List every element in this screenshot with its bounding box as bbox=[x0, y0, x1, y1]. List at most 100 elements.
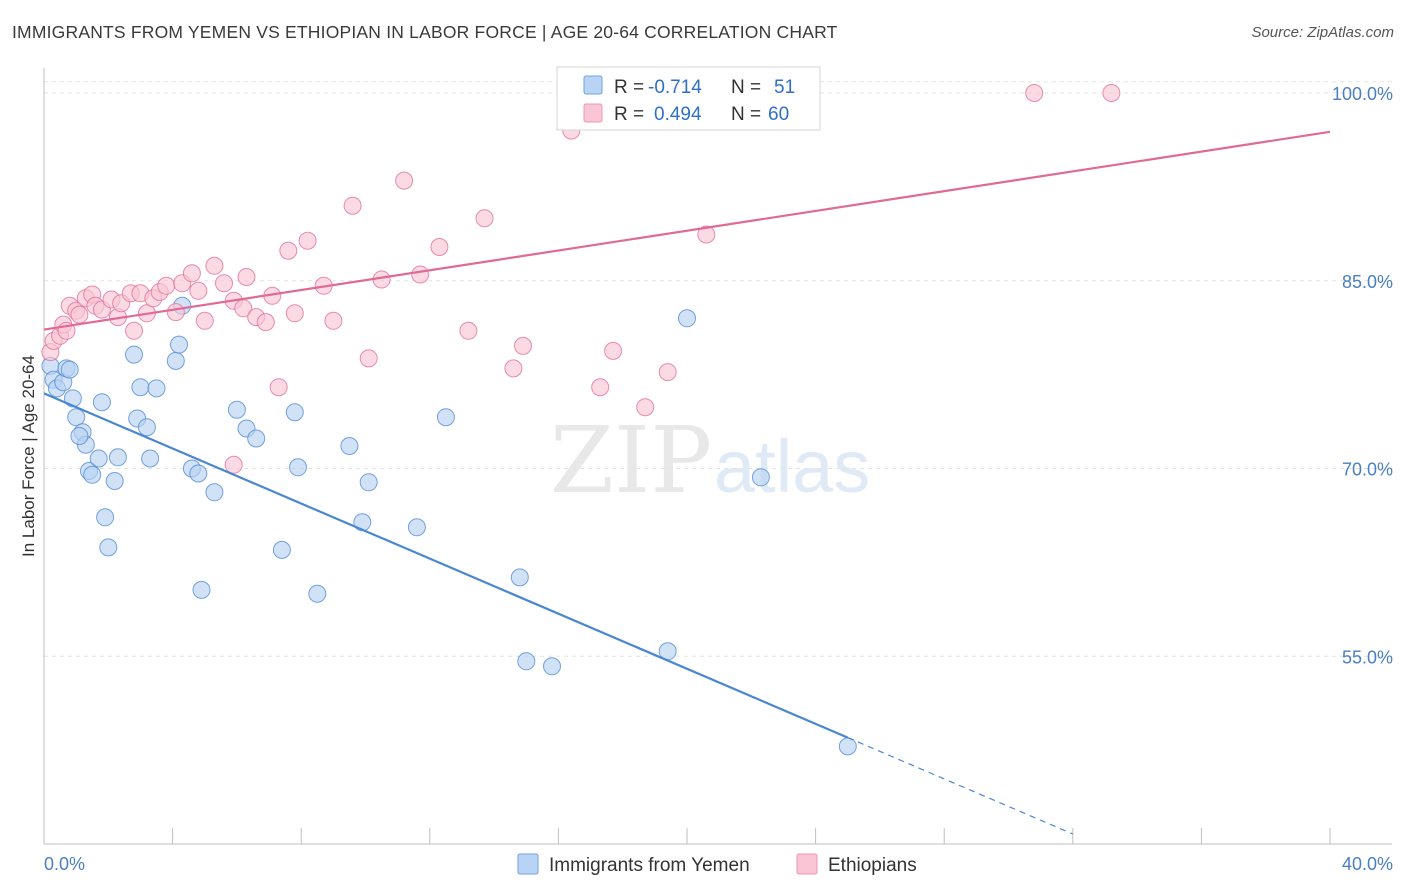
point-yemen bbox=[99, 538, 118, 557]
point-ethiopians bbox=[411, 265, 430, 284]
point-ethiopians bbox=[514, 336, 532, 355]
legend-swatch-ethiopians bbox=[583, 103, 603, 123]
legend-r-value-2: 0.494 bbox=[654, 104, 702, 125]
point-yemen bbox=[70, 427, 89, 445]
series-legend-label-ethiopians: Ethiopians bbox=[828, 855, 917, 876]
point-yemen bbox=[131, 378, 150, 397]
legend-r-label-1: R = bbox=[614, 77, 644, 98]
point-yemen bbox=[166, 351, 185, 370]
watermark-zip: ZIP bbox=[550, 407, 712, 514]
point-ethiopians bbox=[189, 281, 208, 300]
point-ethiopians bbox=[285, 304, 304, 323]
legend-n-value-2: 60 bbox=[768, 104, 789, 125]
legend-r-label-2: R = bbox=[614, 104, 644, 125]
point-ethiopians bbox=[1102, 84, 1121, 102]
point-ethiopians bbox=[125, 321, 143, 340]
point-ethiopians bbox=[269, 378, 288, 397]
trendline-ethiopians bbox=[43, 130, 1331, 331]
point-yemen bbox=[543, 657, 561, 676]
point-yemen bbox=[192, 580, 211, 599]
point-ethiopians bbox=[70, 305, 89, 324]
trendline-yemen-extension bbox=[847, 737, 1074, 835]
point-ethiopians bbox=[636, 398, 655, 417]
watermark: ZIP atlas bbox=[550, 407, 870, 514]
legend-r-value-1: -0.714 bbox=[648, 77, 702, 98]
y-tick-label: 70.0% bbox=[1342, 460, 1393, 480]
point-ethiopians bbox=[475, 209, 494, 228]
point-ethiopians bbox=[224, 455, 243, 474]
y-tick-label: 100.0% bbox=[1332, 84, 1393, 104]
point-yemen bbox=[751, 468, 770, 487]
series-points-0 bbox=[41, 296, 857, 756]
point-yemen bbox=[125, 345, 143, 364]
y-tick-label: 85.0% bbox=[1342, 272, 1393, 292]
trend-layer bbox=[43, 130, 1331, 835]
y-tick-labels: 55.0% 70.0% 85.0% 100.0% bbox=[1332, 84, 1393, 667]
point-yemen bbox=[308, 584, 327, 603]
point-yemen bbox=[147, 379, 166, 398]
point-ethiopians bbox=[430, 238, 449, 256]
point-yemen bbox=[289, 458, 307, 477]
point-yemen bbox=[108, 448, 127, 467]
correlation-legend: R = -0.714 N = 51 R = 0.494 N = 60 bbox=[556, 66, 821, 131]
point-ethiopians bbox=[504, 359, 523, 378]
point-ethiopians bbox=[324, 311, 343, 330]
point-yemen bbox=[83, 465, 102, 484]
legend-n-value-1: 51 bbox=[774, 77, 795, 98]
point-ethiopians bbox=[459, 321, 478, 340]
point-yemen bbox=[517, 652, 536, 671]
point-yemen bbox=[170, 335, 188, 354]
point-yemen bbox=[205, 483, 224, 502]
point-yemen bbox=[340, 437, 359, 455]
point-yemen bbox=[92, 393, 111, 412]
point-ethiopians bbox=[697, 225, 716, 244]
series-legend: Immigrants from Yemen Ethiopians bbox=[517, 853, 917, 876]
point-yemen bbox=[141, 449, 160, 468]
legend-n-label-1: N = bbox=[731, 77, 761, 98]
point-ethiopians bbox=[166, 303, 185, 322]
point-yemen bbox=[227, 400, 246, 419]
point-yemen bbox=[137, 418, 156, 437]
series-points-1 bbox=[41, 84, 1121, 474]
point-ethiopians bbox=[343, 196, 362, 215]
point-ethiopians bbox=[195, 311, 214, 330]
x-tick-labels: 0.0% 40.0% bbox=[44, 854, 1393, 874]
point-yemen bbox=[89, 449, 108, 468]
point-ethiopians bbox=[205, 256, 224, 275]
point-ethiopians bbox=[157, 276, 176, 295]
point-ethiopians bbox=[604, 341, 623, 360]
series-legend-swatch-ethiopians bbox=[796, 853, 818, 875]
legend-swatch-yemen bbox=[583, 75, 603, 95]
point-yemen bbox=[105, 472, 124, 490]
x-tick-label: 0.0% bbox=[44, 854, 85, 874]
point-ethiopians bbox=[1025, 84, 1044, 102]
point-yemen bbox=[407, 518, 426, 537]
point-ethiopians bbox=[591, 378, 610, 397]
series-legend-swatch-yemen bbox=[517, 853, 539, 875]
point-ethiopians bbox=[182, 264, 201, 283]
point-ethiopians bbox=[359, 349, 378, 368]
point-ethiopians bbox=[395, 171, 414, 190]
axis-layer bbox=[43, 68, 1392, 845]
point-yemen bbox=[510, 568, 529, 587]
point-yemen bbox=[60, 360, 79, 379]
point-ethiopians bbox=[658, 363, 677, 382]
x-tick-label: 40.0% bbox=[1342, 854, 1393, 874]
chart-title: IMMIGRANTS FROM YEMEN VS ETHIOPIAN IN LA… bbox=[12, 22, 838, 42]
point-yemen bbox=[838, 737, 857, 756]
trendline-yemen bbox=[43, 392, 849, 739]
point-ethiopians bbox=[256, 313, 275, 332]
point-yemen bbox=[272, 540, 291, 559]
y-axis-title: In Labor Force | Age 20-64 bbox=[19, 355, 38, 557]
point-yemen bbox=[359, 473, 378, 492]
y-tick-label: 55.0% bbox=[1342, 647, 1393, 667]
point-yemen bbox=[247, 429, 266, 448]
point-yemen bbox=[96, 508, 115, 527]
grid-layer bbox=[44, 81, 1392, 657]
point-ethiopians bbox=[215, 274, 233, 293]
point-ethiopians bbox=[298, 231, 317, 250]
points-layer bbox=[41, 84, 1121, 756]
point-yemen bbox=[189, 464, 208, 483]
point-yemen bbox=[678, 309, 696, 328]
